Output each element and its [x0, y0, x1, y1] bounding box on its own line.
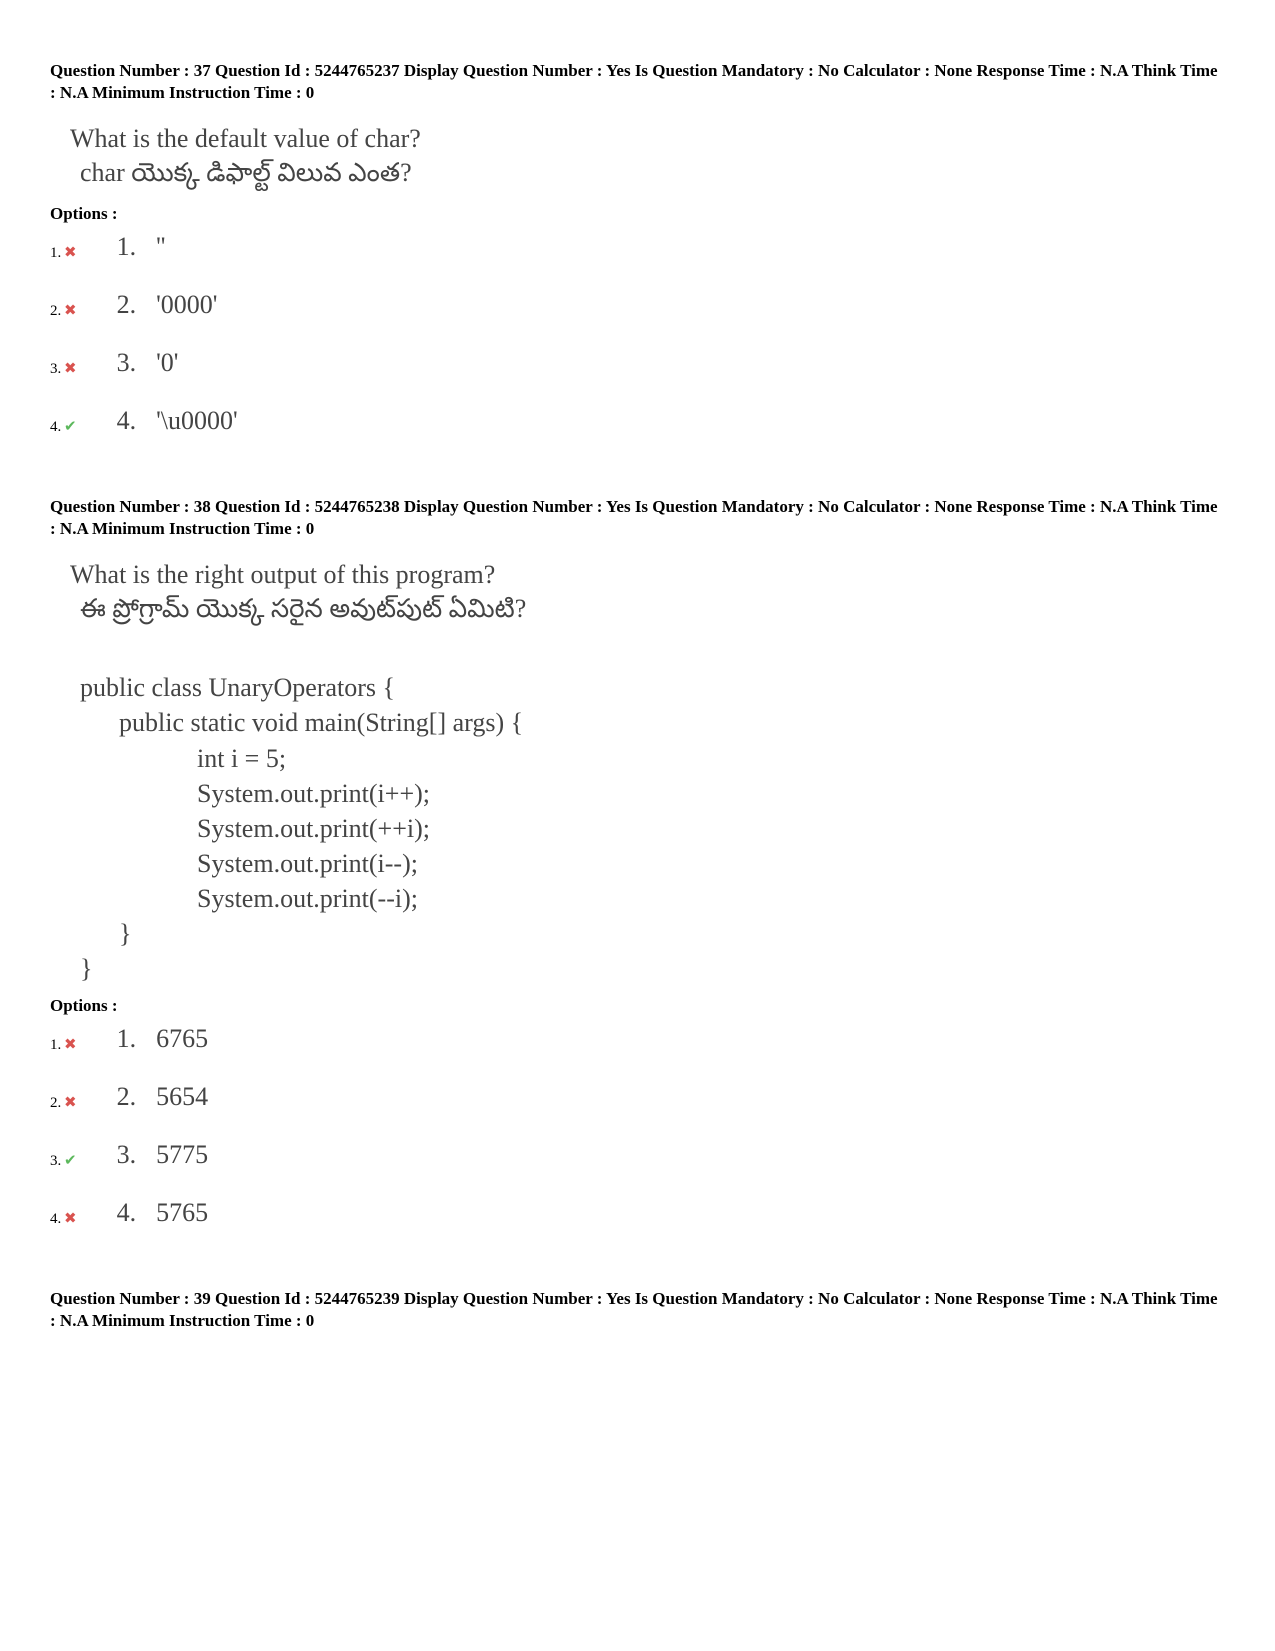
wrong-icon: ✖: [64, 1093, 77, 1112]
option-outer-num: 2.: [50, 1095, 62, 1112]
option-inner-num: 1.: [117, 1024, 137, 1054]
option-text: 6765: [156, 1024, 208, 1054]
question-text-te: ఈ ప్రోగ్రామ్ యొక్క సరైన అవుట్‌పుట్ ఏమిటి…: [80, 594, 1225, 630]
option-row: 2. ✖ 2. 5654: [50, 1082, 1225, 1112]
option-outer-num: 1.: [50, 245, 62, 262]
option-text: '0000': [156, 290, 217, 320]
question-text-en: What is the default value of char?: [70, 124, 1225, 154]
option-outer-num: 4.: [50, 419, 62, 436]
option-outer-num: 1.: [50, 1037, 62, 1054]
question-38: Question Number : 38 Question Id : 52447…: [50, 496, 1225, 1228]
option-outer-num: 3.: [50, 361, 62, 378]
correct-icon: ✔: [64, 417, 77, 436]
option-text: '': [156, 232, 165, 262]
option-row: 2. ✖ 2. '0000': [50, 290, 1225, 320]
option-row: 1. ✖ 1. '': [50, 232, 1225, 262]
option-outer-num: 3.: [50, 1153, 62, 1170]
option-row: 4. ✔ 4. '\u0000': [50, 406, 1225, 436]
question-37: Question Number : 37 Question Id : 52447…: [50, 60, 1225, 436]
option-row: 1. ✖ 1. 6765: [50, 1024, 1225, 1054]
wrong-icon: ✖: [64, 359, 77, 378]
wrong-icon: ✖: [64, 243, 77, 262]
options-label: Options :: [50, 996, 1225, 1016]
option-outer-num: 2.: [50, 303, 62, 320]
question-text-te: char యొక్క డిఫాల్ట్ విలువ ఎంత?: [80, 158, 1225, 194]
question-meta: Question Number : 39 Question Id : 52447…: [50, 1288, 1225, 1332]
option-text: '0': [156, 348, 178, 378]
question-meta: Question Number : 37 Question Id : 52447…: [50, 60, 1225, 104]
option-inner-num: 4.: [117, 1198, 137, 1228]
option-row: 3. ✔ 3. 5775: [50, 1140, 1225, 1170]
option-inner-num: 2.: [117, 1082, 137, 1112]
option-text: '\u0000': [156, 406, 238, 436]
option-row: 4. ✖ 4. 5765: [50, 1198, 1225, 1228]
wrong-icon: ✖: [64, 1035, 77, 1054]
option-inner-num: 3.: [117, 348, 137, 378]
option-inner-num: 4.: [117, 406, 137, 436]
question-text-en: What is the right output of this program…: [70, 560, 1225, 590]
wrong-icon: ✖: [64, 1209, 77, 1228]
option-text: 5654: [156, 1082, 208, 1112]
wrong-icon: ✖: [64, 301, 77, 320]
option-outer-num: 4.: [50, 1211, 62, 1228]
option-inner-num: 3.: [117, 1140, 137, 1170]
option-row: 3. ✖ 3. '0': [50, 348, 1225, 378]
option-inner-num: 2.: [117, 290, 137, 320]
correct-icon: ✔: [64, 1151, 77, 1170]
option-inner-num: 1.: [117, 232, 137, 262]
option-text: 5775: [156, 1140, 208, 1170]
code-block: public class UnaryOperators { public sta…: [80, 670, 1225, 986]
question-meta: Question Number : 38 Question Id : 52447…: [50, 496, 1225, 540]
options-label: Options :: [50, 204, 1225, 224]
option-text: 5765: [156, 1198, 208, 1228]
question-39: Question Number : 39 Question Id : 52447…: [50, 1288, 1225, 1332]
